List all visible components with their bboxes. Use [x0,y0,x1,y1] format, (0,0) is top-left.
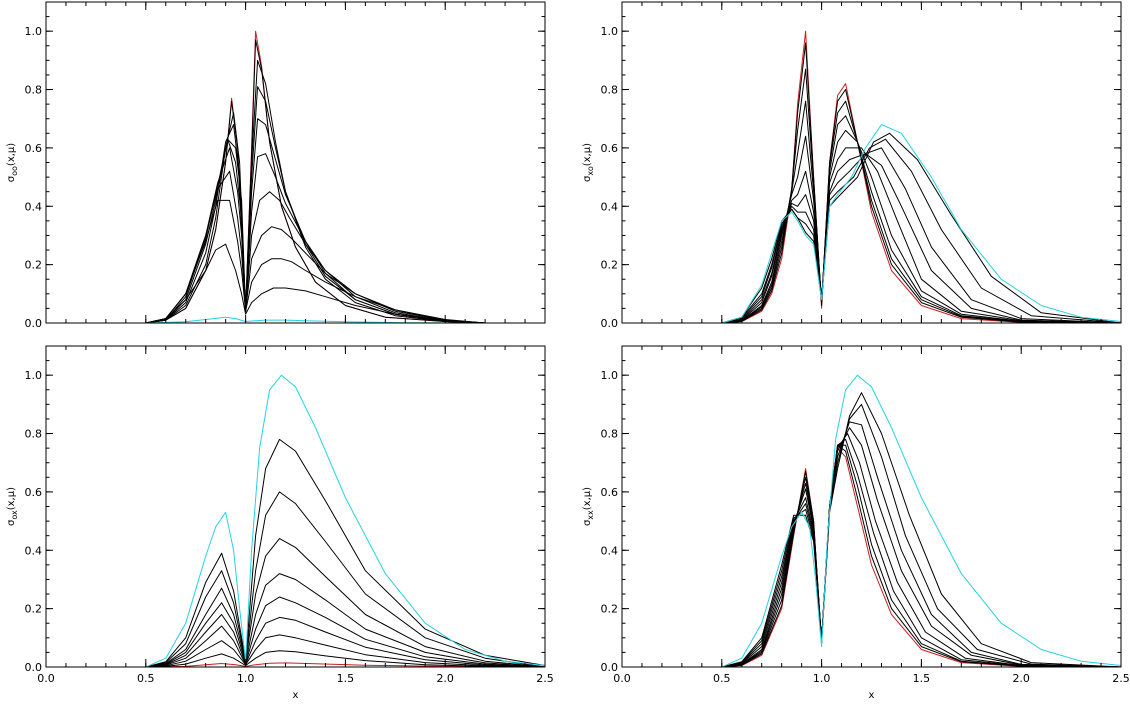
series-line-mu-10 [145,243,486,323]
series-line-mu-10 [145,374,545,667]
y-tick-label: 0.0 [601,317,619,330]
series-line-mu-8 [721,403,1121,667]
series-line-mu-4 [721,438,1121,667]
y-tick-label: 0.4 [25,544,43,557]
x-tick-label: 2.0 [436,672,454,685]
series-group [721,30,1121,323]
x-tick-label: 1.5 [337,672,355,685]
y-tick-label: 0.8 [601,428,619,441]
y-axis-symbol: σ [582,175,593,182]
series-line-mu-3 [721,68,1121,323]
y-tick-label: 0.0 [25,661,43,674]
panel-sigma-xo: 0.0 0.2 0.4 0.6 0.8 1.0 σxo(x,μ) [582,1,1122,330]
x-axis-title: x [293,690,299,701]
x-tick-label: 0.0 [37,672,55,685]
series-line-mu-2 [721,42,1121,323]
y-axis-title: σox(x,μ) [6,487,19,526]
y-tick-label: 0.8 [25,428,43,441]
y-tick-label: 0.6 [601,142,619,155]
series-line-mu-6 [145,138,486,323]
y-axis-subscript: ox [10,510,19,520]
y-tick-label: 0.4 [601,200,619,213]
series-line-mu-9 [145,438,545,667]
series-line-mu-5 [721,433,1121,667]
y-axis-symbol: σ [582,519,593,526]
series-line-mu-7 [145,147,486,323]
series-line-mu-1 [145,30,486,323]
y-axis-title: σoo(x,μ) [6,143,19,183]
series-line-mu-7 [145,538,545,667]
series-line-mu-3 [145,634,545,667]
y-tick-label: 0.0 [25,317,43,330]
x-tick-label: 1.0 [237,672,255,685]
y-axis-subscript: xo [586,166,595,175]
series-line-mu-9 [721,392,1121,667]
charts-root: 0.00.20.40.60.81.0σoo(x,μ)0.00.20.40.60.… [6,1,1130,701]
y-tick-label: 0.8 [601,84,619,97]
panel-sigma-ox: 0.0 0.2 0.4 0.6 0.8 1.0 0.0 0.5 1.0 1.5 2.0 2.5 x σox… [6,345,554,701]
series-line-mu-5 [145,596,545,667]
y-tick-label: 0.4 [25,200,43,213]
series-group [145,30,486,323]
series-line-mu-8 [145,170,486,323]
series-line-mu-6 [721,427,1121,667]
y-tick-label: 1.0 [601,369,619,382]
series-line-mu-4 [145,616,545,667]
y-tick-label: 1.0 [25,25,43,38]
y-tick-label: 0.4 [601,544,619,557]
series-line-mu-2 [145,39,486,323]
x-tick-label: 1.0 [813,672,831,685]
y-axis-args: (x,μ) [6,143,17,166]
series-group [721,374,1121,667]
y-tick-label: 0.6 [25,486,43,499]
x-tick-label: 0.0 [613,672,631,685]
series-line-mu-11 [721,124,1121,323]
x-tick-label: 1.5 [913,672,931,685]
y-axis-symbol: σ [6,175,17,182]
series-line-mu-4 [721,100,1121,323]
y-tick-label: 0.0 [601,661,619,674]
y-axis-title: σxo(x,μ) [582,143,595,182]
series-line-mu-8 [145,491,545,667]
y-axis-subscript: oo [10,166,19,176]
series-line-mu-7 [721,421,1121,667]
y-tick-label: 0.8 [25,84,43,97]
x-tick-label: 0.5 [713,672,731,685]
y-axis-args: (x,μ) [582,143,593,166]
plot-frame [45,1,546,324]
x-axis-title: x [869,690,875,701]
plot-frame [45,345,546,668]
series-line-mu-7 [721,153,1121,323]
series-line-mu-6 [145,573,545,667]
y-tick-label: 1.0 [25,369,43,382]
panel-sigma-xx: 0.0 0.2 0.4 0.6 0.8 1.0 0.0 0.5 1.0 1.5 2.0 2.5 x σxx… [582,345,1130,701]
y-axis-title: σxx(x,μ) [582,487,595,526]
y-tick-label: 0.6 [25,142,43,155]
panel-sigma-oo: 0.0 0.2 0.4 0.6 0.8 1.0 σoo(x,μ) [6,1,546,330]
y-axis-symbol: σ [6,519,17,526]
x-tick-label: 2.0 [1012,672,1030,685]
y-tick-label: 0.2 [25,603,43,616]
series-line-mu-2 [145,650,545,667]
y-tick-label: 1.0 [601,25,619,38]
y-tick-label: 0.6 [601,486,619,499]
series-line-mu-3 [145,59,486,323]
y-axis-subscript: xx [586,510,595,520]
series-group [145,374,545,667]
series-line-mu-9 [145,199,486,323]
y-axis-args: (x,μ) [6,487,17,510]
y-tick-label: 0.2 [601,603,619,616]
y-axis-args: (x,μ) [582,487,593,510]
y-tick-label: 0.2 [25,259,43,272]
y-tick-label: 0.2 [601,259,619,272]
x-tick-label: 0.5 [137,672,155,685]
x-tick-label: 2.5 [536,672,554,685]
x-tick-label: 2.5 [1112,672,1130,685]
series-line-mu-5 [145,118,486,323]
series-line-mu-10 [721,374,1121,667]
